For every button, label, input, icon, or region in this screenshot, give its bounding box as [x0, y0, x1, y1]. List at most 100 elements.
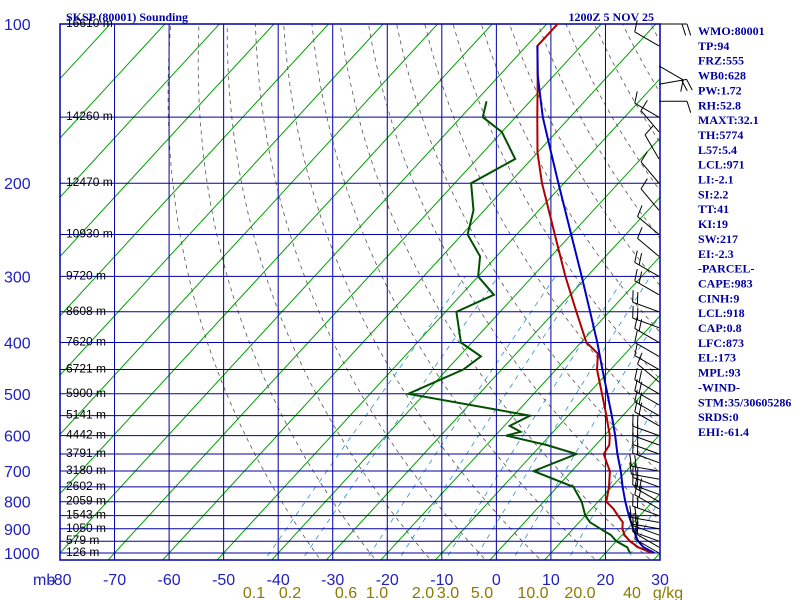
height-label: 1543 m — [66, 508, 106, 522]
barb-flag — [634, 268, 638, 281]
x-unit-label: mb — [33, 572, 55, 589]
isotherm-line — [489, 374, 660, 560]
wind-barb — [634, 250, 660, 277]
isotherm-line — [107, 24, 602, 560]
index-item: -PARCEL- — [698, 262, 754, 276]
isotherm-line — [60, 24, 548, 554]
station-title: SKSP (80001) Sounding — [66, 10, 188, 24]
wind-barb — [640, 100, 660, 133]
height-label: 5900 m — [66, 386, 106, 400]
wind-barb — [637, 205, 660, 235]
index-item: TH:5774 — [698, 128, 743, 142]
barb-flag — [638, 271, 643, 284]
barb-flag — [686, 101, 692, 113]
barb-flag — [634, 506, 637, 519]
wind-barb — [632, 414, 660, 437]
barb-shaft — [634, 355, 660, 370]
barb-shaft — [632, 484, 660, 495]
wind-barbs — [629, 20, 693, 554]
index-item: -WIND- — [698, 380, 740, 394]
mixing-ratio-tick-label: 2.0 — [412, 585, 434, 600]
mixing-ratio-tick-label: 0.6 — [335, 585, 357, 600]
barb-flag — [634, 400, 638, 412]
barb-shaft — [632, 452, 660, 464]
barb-flag — [634, 250, 638, 263]
index-item: EL:173 — [698, 351, 736, 365]
time-title: 1200Z 5 NOV 25 — [569, 10, 654, 24]
wind-barb — [634, 91, 660, 118]
barb-shaft — [640, 188, 660, 211]
dry-adiabat-line — [167, 24, 322, 560]
dry-adiabat-line — [565, 24, 660, 192]
pressure-tick-label: 500 — [4, 387, 31, 404]
barb-shaft — [634, 538, 660, 554]
dry-adiabat-line — [776, 0, 800, 564]
index-item: STM:35/30605286 — [698, 395, 791, 409]
barb-shaft — [632, 425, 660, 437]
index-item: MPL:93 — [698, 366, 741, 380]
index-item: SW:217 — [698, 232, 738, 246]
isotherm-line — [434, 315, 660, 560]
mixing-ratio-tick-label: 20.0 — [564, 585, 595, 600]
barb-flag — [686, 79, 693, 91]
index-item: EI:-2.3 — [698, 247, 734, 261]
mixing-ratio-tick-label: 5.0 — [471, 585, 493, 600]
barb-shaft — [637, 238, 660, 257]
mixing-ratio-line — [512, 313, 660, 560]
isotherm-line — [60, 24, 439, 436]
pressure-tick-label: 200 — [4, 176, 31, 193]
barb-flag — [629, 511, 632, 525]
plot-frame — [59, 23, 661, 561]
parcel-trace — [536, 45, 655, 554]
height-label: 2602 m — [66, 479, 106, 493]
index-item: LCL:918 — [698, 306, 745, 320]
height-label: 14260 m — [66, 109, 113, 123]
temperature-tick-label: -30 — [321, 572, 344, 589]
isotherm-line — [60, 24, 221, 199]
temperature-tick-label: -40 — [267, 572, 290, 589]
wind-barb — [629, 505, 660, 523]
index-item: FRZ:555 — [698, 54, 744, 68]
isotherm-line — [216, 77, 660, 560]
barb-flag — [680, 79, 684, 92]
temperature-tick-label: 20 — [597, 572, 615, 589]
index-item: SRDS:0 — [698, 410, 739, 424]
isotherm-line — [543, 433, 660, 560]
mixing-ratio-tick-label: 1.0 — [366, 585, 388, 600]
mixing-ratio-line — [627, 497, 660, 560]
barb-flag — [634, 316, 638, 329]
wind-barb — [658, 78, 693, 92]
dewpoint-trace — [404, 101, 631, 554]
pressure-temperature-grid — [59, 23, 661, 561]
pressure-tick-label: 700 — [4, 464, 31, 481]
wind-barb — [629, 454, 660, 472]
barb-flag — [634, 455, 637, 468]
index-item: CAPE:983 — [698, 276, 753, 290]
wind-barb — [634, 268, 660, 296]
barb-shaft — [634, 379, 660, 395]
barb-flag — [640, 178, 648, 190]
dry-adiabat-line — [254, 24, 487, 560]
index-item: CINH:9 — [698, 291, 739, 305]
barb-shaft — [658, 65, 684, 81]
barb-flag — [634, 367, 638, 380]
temperature-tick-label: -70 — [103, 572, 126, 589]
height-label: 12470 m — [66, 175, 113, 189]
index-item: SI:2.2 — [698, 187, 728, 201]
barb-flag — [634, 91, 638, 104]
pressure-tick-label: 600 — [4, 429, 31, 446]
isotherm-line — [161, 24, 657, 560]
wind-barb — [632, 494, 660, 517]
pressure-tick-label: 100 — [4, 17, 31, 34]
dry-adiabat-line — [226, 24, 432, 560]
barb-shaft — [634, 341, 660, 357]
mixing-ratio-tick-label: 0.2 — [279, 585, 301, 600]
wind-barb — [632, 290, 660, 313]
stability-index-panel: WMO:80001TP:94FRZ:555WB0:628PW:1.72RH:52… — [698, 24, 791, 439]
wind-barb — [644, 125, 660, 160]
barb-shaft — [644, 134, 660, 160]
temperature-tick-label: -50 — [212, 572, 235, 589]
barb-flag — [634, 330, 638, 343]
barb-shaft — [634, 261, 660, 277]
pressure-tick-label: 800 — [4, 495, 31, 512]
